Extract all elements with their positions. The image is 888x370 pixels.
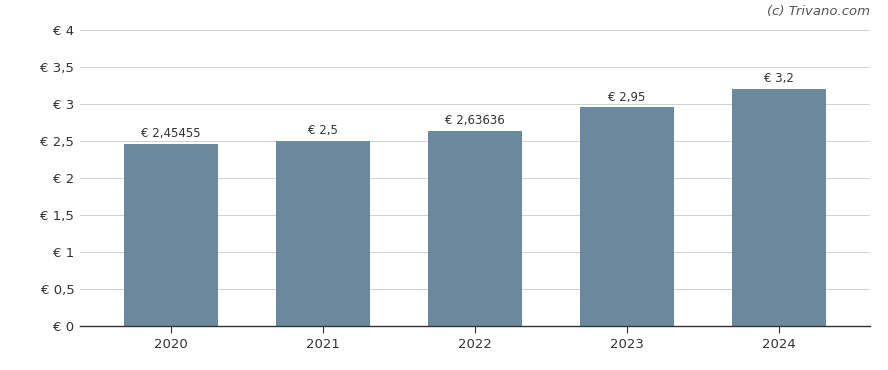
Text: € 2,95: € 2,95 [608, 91, 646, 104]
Text: (c) Trivano.com: (c) Trivano.com [767, 5, 870, 18]
Text: € 2,5: € 2,5 [308, 124, 338, 137]
Bar [276, 141, 370, 326]
Text: € 2,45455: € 2,45455 [141, 127, 201, 140]
Bar [124, 144, 218, 326]
Bar [580, 107, 674, 326]
Text: € 3,2: € 3,2 [764, 72, 794, 85]
Bar [732, 89, 826, 326]
Text: € 2,63636: € 2,63636 [445, 114, 505, 127]
Bar [428, 131, 522, 326]
